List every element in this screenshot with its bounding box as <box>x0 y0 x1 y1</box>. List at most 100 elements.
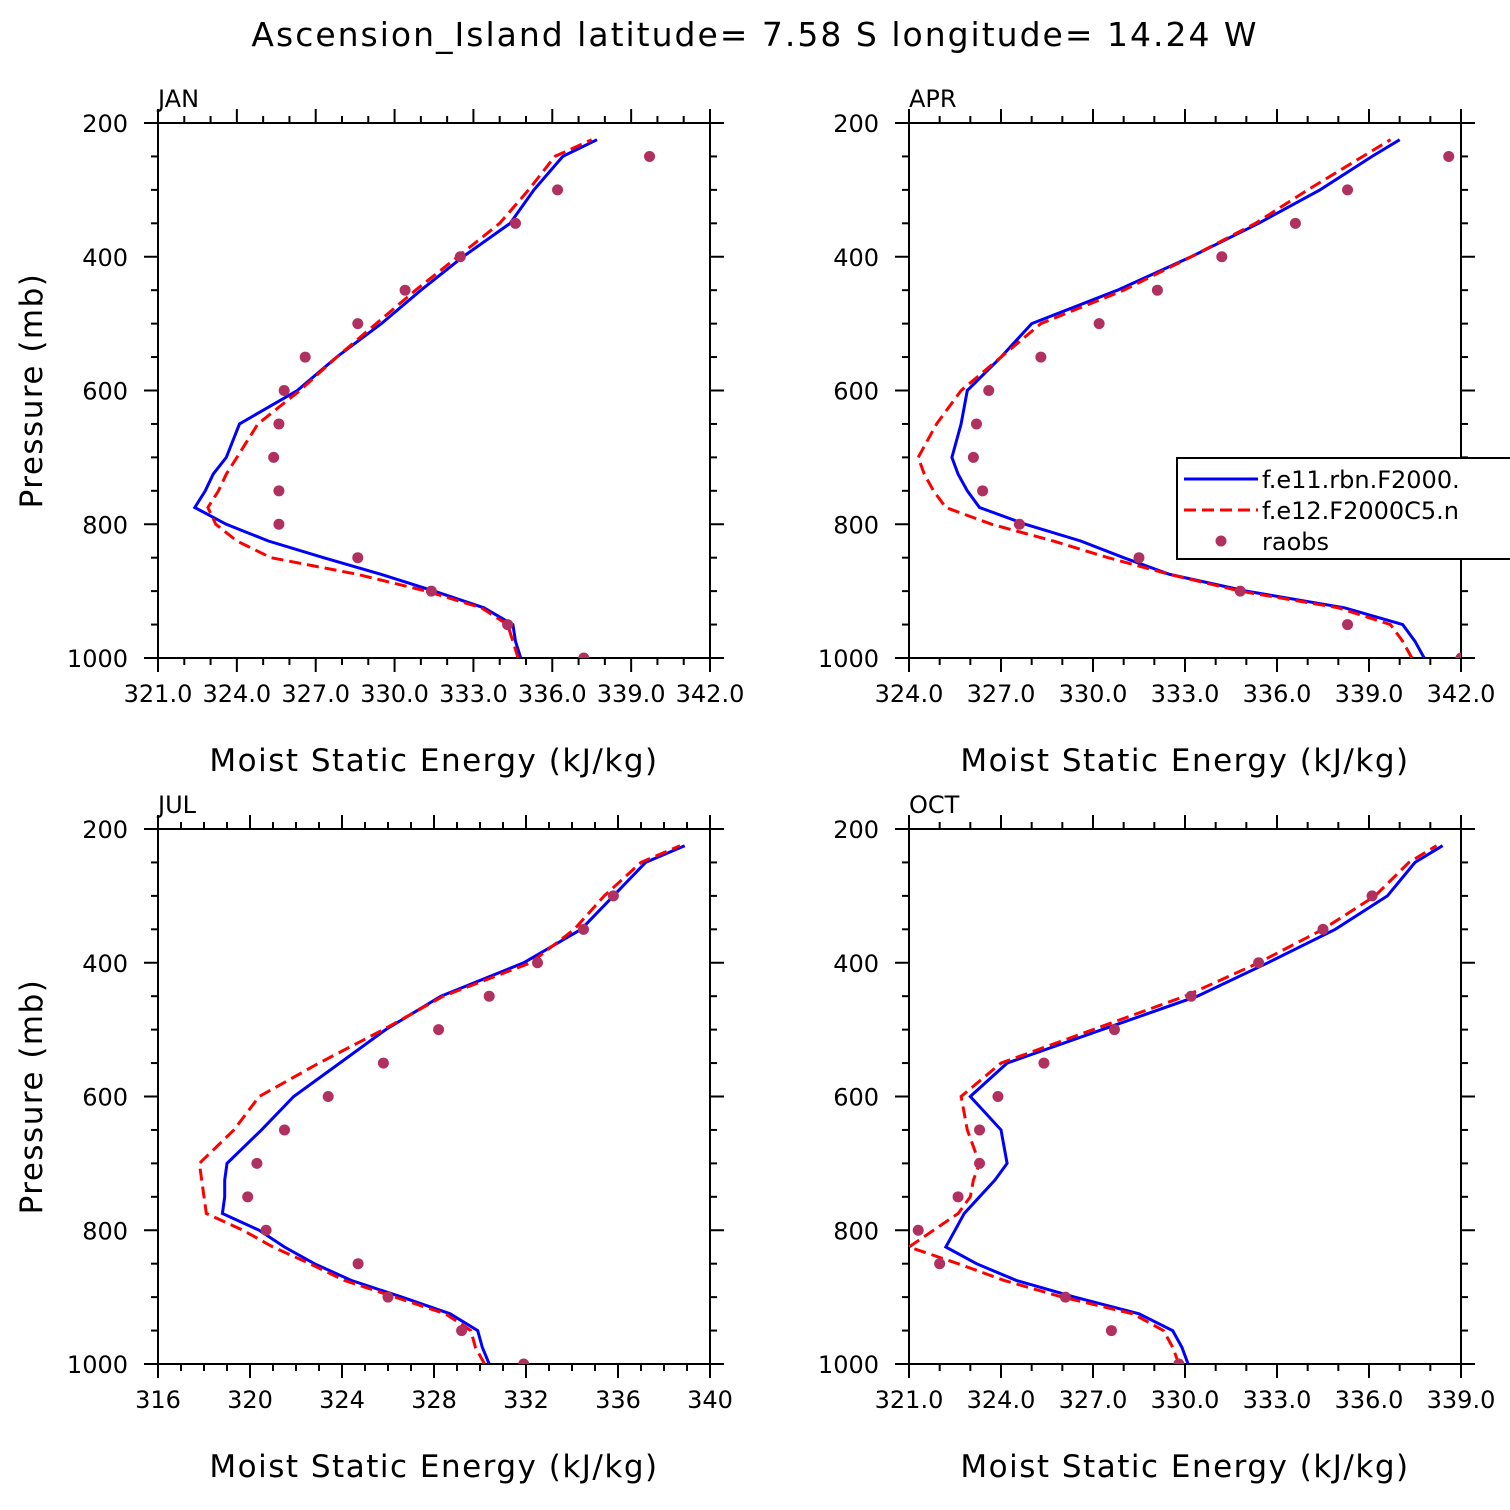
raobs-point <box>934 1258 946 1270</box>
x-tick-label: 332 <box>503 1386 549 1414</box>
raobs-point <box>1105 1325 1117 1337</box>
raobs-point <box>552 184 564 196</box>
raobs-point <box>399 284 411 296</box>
y-tick-label: 800 <box>82 511 128 539</box>
raobs-point <box>1342 184 1354 196</box>
x-tick-label: 339.0 <box>1335 680 1404 708</box>
raobs-point <box>1216 251 1228 263</box>
x-tick-label: 333.0 <box>439 680 508 708</box>
raobs-point <box>483 990 495 1002</box>
raobs-point <box>352 1258 364 1270</box>
plot-area <box>197 844 686 1364</box>
x-tick-label: 333.0 <box>1243 1386 1312 1414</box>
raobs-point <box>1455 652 1461 658</box>
plot-area <box>916 138 1461 658</box>
raobs-point <box>952 1191 964 1203</box>
x-tick-label: 333.0 <box>1151 680 1220 708</box>
raobs-point <box>278 385 290 396</box>
raobs-point <box>992 1091 1004 1102</box>
y-tick-label: 1000 <box>67 645 128 673</box>
y-tick-label: 400 <box>833 244 879 272</box>
raobs-point <box>425 585 437 597</box>
raobs-point <box>433 1024 445 1036</box>
legend-label-model1: f.e11.rbn.F2000. <box>1262 466 1460 494</box>
raobs-point <box>352 318 364 330</box>
raobs-point <box>268 451 280 463</box>
x-tick-label: 324.0 <box>875 680 944 708</box>
raobs-point <box>1151 284 1163 296</box>
x-tick-label: 339.0 <box>1427 1386 1496 1414</box>
raobs-point <box>273 518 285 530</box>
y-tick-label: 600 <box>82 378 128 406</box>
x-tick-label: 327.0 <box>1059 1386 1128 1414</box>
x-axis-label: Moist Static Energy (kJ/kg) <box>209 1449 658 1485</box>
raobs-point <box>260 1224 272 1236</box>
raobs-point <box>509 217 521 229</box>
x-axis-label: Moist Static Energy (kJ/kg) <box>960 743 1409 779</box>
y-tick-label: 400 <box>82 950 128 978</box>
chart-panel-oct: 321.0 324.0 327.0 330.0 333.0 336.0 339.0 200 40… <box>818 791 1495 1485</box>
raobs-point <box>1317 923 1329 935</box>
panel-title: JAN <box>156 85 199 113</box>
raobs-point <box>251 1157 263 1169</box>
x-tick-label: 339.0 <box>597 680 666 708</box>
raobs-point <box>578 652 590 658</box>
plot-frame <box>157 122 711 659</box>
panel-title: OCT <box>909 791 960 819</box>
series-line-f-e11 <box>950 138 1426 658</box>
raobs-point <box>242 1191 254 1203</box>
raobs-point <box>578 923 589 935</box>
legend-swatch-obs <box>1215 535 1227 547</box>
panels: 321.0 324.0 327.0 330.0 333.0 336.0 339.0 342.0… <box>14 85 1510 1485</box>
y-tick-label: 200 <box>82 110 128 138</box>
raobs-point <box>1038 1057 1050 1069</box>
raobs-point <box>352 552 364 564</box>
raobs-point <box>299 351 311 363</box>
raobs-point <box>967 451 979 463</box>
raobs-point <box>644 150 656 162</box>
raobs-point <box>970 418 982 430</box>
x-tick-label: 324.0 <box>202 680 271 708</box>
y-tick-label: 600 <box>833 378 879 406</box>
panel-title: APR <box>909 85 957 113</box>
x-tick-label: 330.0 <box>1059 680 1128 708</box>
y-tick-label: 1000 <box>818 1351 879 1379</box>
raobs-point <box>1093 318 1105 330</box>
x-tick-label: 327.0 <box>967 680 1036 708</box>
panel-title: JUL <box>156 791 197 819</box>
raobs-point <box>1013 518 1025 530</box>
raobs-point <box>1035 351 1047 363</box>
raobs-point <box>974 1124 986 1136</box>
raobs-point <box>273 418 285 430</box>
raobs-point <box>322 1091 334 1102</box>
legend: f.e11.rbn.F2000. f.e12.F2000C5.n raobs <box>1176 457 1510 560</box>
x-tick-label: 340 <box>687 1386 733 1414</box>
raobs-point <box>977 485 989 497</box>
y-tick-label: 1000 <box>67 1351 128 1379</box>
raobs-point <box>279 1124 290 1136</box>
y-tick-label: 200 <box>833 816 879 844</box>
raobs-point <box>1234 585 1246 597</box>
plot-frame <box>157 828 711 1365</box>
raobs-point <box>1289 217 1301 229</box>
chart-panel-jul: 316 320 324 328 332 336 340 200 400 600 800 1000 JUL… <box>14 791 733 1485</box>
legend-box <box>1176 457 1510 560</box>
y-tick-label: 600 <box>82 1084 128 1112</box>
x-tick-label: 324.0 <box>967 1386 1036 1414</box>
raobs-point <box>912 1224 924 1236</box>
raobs-point <box>518 1358 530 1364</box>
x-tick-label: 328 <box>411 1386 457 1414</box>
y-tick-label: 800 <box>82 1217 128 1245</box>
x-tick-label: 336.0 <box>1243 680 1312 708</box>
series-line-f-e11 <box>192 138 598 658</box>
raobs-point <box>974 1157 986 1169</box>
series-line-f-e12 <box>206 138 593 658</box>
x-axis-label: Moist Static Energy (kJ/kg) <box>960 1449 1409 1485</box>
raobs-point <box>1133 552 1145 564</box>
x-axis-label: Moist Static Energy (kJ/kg) <box>209 743 658 779</box>
raobs-point <box>502 619 514 631</box>
y-tick-label: 200 <box>82 816 128 844</box>
raobs-point <box>1342 619 1354 631</box>
raobs-point <box>382 1291 394 1303</box>
raobs-point <box>273 485 285 497</box>
